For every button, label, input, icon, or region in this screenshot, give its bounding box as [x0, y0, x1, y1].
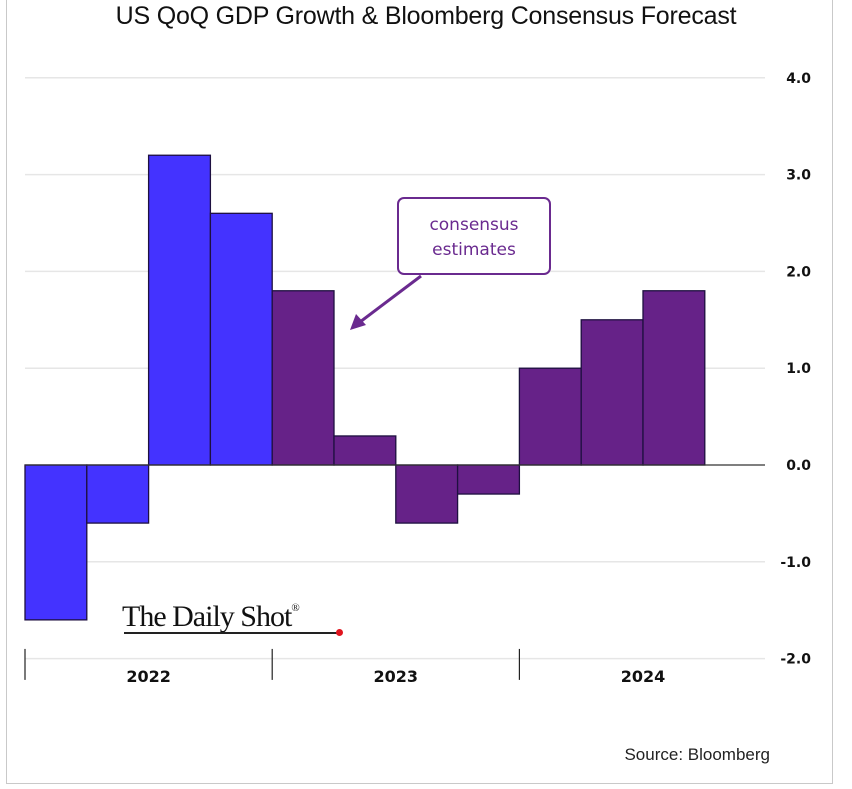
bar-q1-2022 — [24, 464, 88, 621]
bars — [24, 154, 706, 621]
arrow-head-icon — [350, 314, 366, 330]
bar-q4-2023 — [456, 464, 521, 495]
annotation: consensus estimates — [350, 197, 551, 330]
y-tick-label: 2.0 — [786, 264, 811, 280]
bar-q1-2024 — [518, 367, 582, 466]
bar-q2-2022 — [86, 464, 150, 524]
x-axis: 2022 2023 2024 — [24, 648, 666, 686]
annotation-text: consensus — [429, 215, 518, 235]
logo-underline — [124, 632, 340, 634]
logo-text: The Daily Shot — [122, 600, 292, 633]
bar-q1-2023 — [271, 290, 335, 466]
y-tick-label: -1.0 — [780, 555, 811, 571]
x-year-label: 2023 — [374, 667, 419, 686]
bar-q4-2022 — [209, 212, 273, 466]
annotation-box — [397, 197, 551, 275]
x-year-label: 2024 — [621, 667, 666, 686]
y-tick-label: 1.0 — [786, 361, 811, 377]
y-tick-label: 4.0 — [786, 71, 811, 87]
y-tick-label: -2.0 — [780, 652, 811, 668]
chart-title: US QoQ GDP Growth & Bloomberg Consensus … — [115, 2, 737, 30]
y-tick-label: 3.0 — [786, 168, 811, 184]
source-note: Source: Bloomberg — [624, 745, 770, 764]
y-axis-ticks: 4.0 3.0 2.0 1.0 0.0 -1.0 -2.0 — [780, 71, 811, 668]
bar-q2-2023 — [333, 435, 397, 466]
annotation-text: estimates — [432, 240, 516, 260]
registered-mark: ® — [291, 602, 299, 614]
y-tick-label: 0.0 — [786, 458, 811, 474]
daily-shot-logo: The Daily Shot® — [122, 600, 300, 634]
bar-q3-2022 — [147, 154, 212, 466]
annotation-arrow-line — [359, 274, 422, 324]
x-year-label: 2022 — [126, 667, 171, 686]
bar-q3-2024 — [642, 290, 706, 466]
bar-q2-2024 — [580, 319, 644, 466]
bar-q3-2023 — [395, 464, 459, 524]
logo-red-dot — [336, 629, 343, 636]
